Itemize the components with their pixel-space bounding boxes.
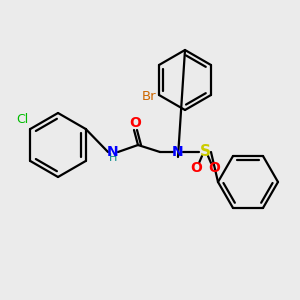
Text: S: S xyxy=(200,145,211,160)
Text: O: O xyxy=(129,116,141,130)
Text: O: O xyxy=(190,161,202,175)
Text: N: N xyxy=(107,145,119,159)
Text: O: O xyxy=(208,161,220,175)
Text: H: H xyxy=(109,153,117,163)
Text: Cl: Cl xyxy=(16,113,28,126)
Text: Br: Br xyxy=(141,91,156,103)
Text: N: N xyxy=(172,145,184,159)
